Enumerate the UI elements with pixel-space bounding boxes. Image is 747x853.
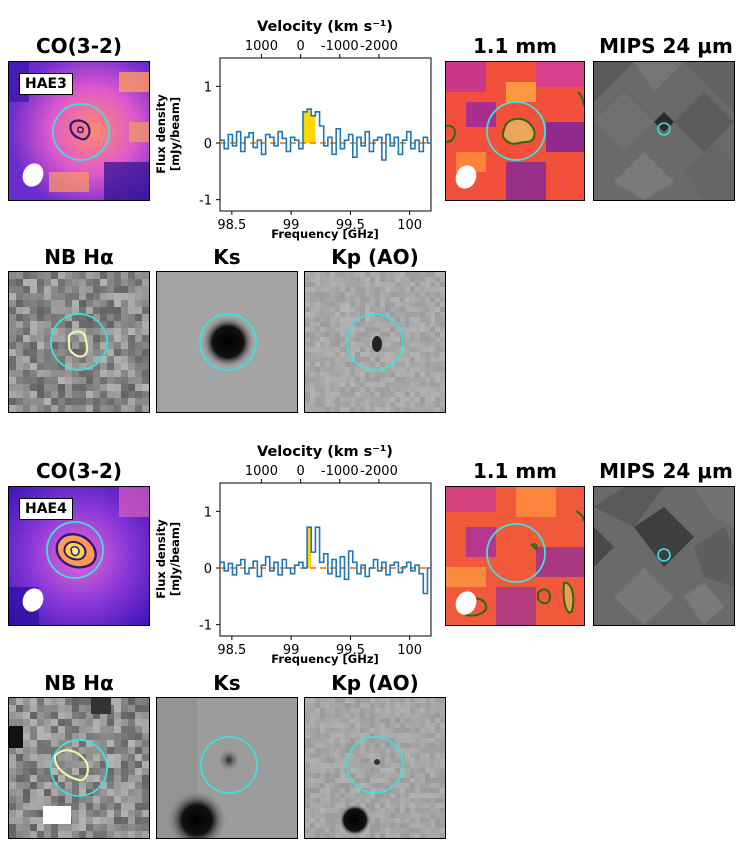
beam-ellipse <box>455 591 477 615</box>
ks-map-image <box>157 698 297 838</box>
mips-map-image <box>594 62 734 200</box>
co-map: HAE4 <box>8 486 150 626</box>
aperture-circle <box>346 313 404 371</box>
nb-contour <box>67 330 89 358</box>
nb-title: NB Hα <box>44 245 114 269</box>
top-tick-label: 1000 <box>245 39 278 54</box>
y-tick-label: 1 <box>204 80 212 95</box>
kp-map <box>304 697 446 839</box>
co-map: HAE3 <box>8 61 150 201</box>
ylabel-line1: Flux density <box>154 94 168 174</box>
nb-contour <box>53 749 89 782</box>
kp-title: Kp (AO) <box>331 245 419 269</box>
top-tick-label: -2000 <box>360 39 398 54</box>
spectrum-frame <box>219 482 432 637</box>
y-tick-label: 0 <box>204 562 212 577</box>
nb-map <box>8 271 150 413</box>
ks-title: Ks <box>213 671 241 695</box>
co-title: CO(3-2) <box>35 34 123 58</box>
aperture-circle <box>657 548 671 562</box>
aperture-circle <box>46 521 104 579</box>
aperture-circle <box>486 101 546 161</box>
highlight-bar <box>311 115 316 143</box>
xlabel: Frequency [GHz] <box>271 652 379 666</box>
x-tick-label: 99 <box>283 218 300 233</box>
aperture-circle <box>200 736 258 794</box>
x-tick-label: 98.5 <box>217 218 246 233</box>
beam-ellipse <box>455 165 477 189</box>
top-tick-label: -1000 <box>321 464 359 479</box>
nb-map-image <box>9 272 149 412</box>
aperture-circle <box>50 739 108 797</box>
co-title: CO(3-2) <box>35 459 123 483</box>
top-tick-label: -2000 <box>360 464 398 479</box>
mm-map-image <box>446 62 584 200</box>
x-tick-label: 99.5 <box>336 218 365 233</box>
mm-contour <box>501 117 536 145</box>
nb-map <box>8 697 150 839</box>
ylabel-line2: [mJy/beam] <box>168 522 182 596</box>
velocity-axis-title: Velocity (km s⁻¹) <box>257 444 393 460</box>
beam-ellipse <box>22 163 44 187</box>
y-tick-label: 1 <box>204 505 212 520</box>
mm-map <box>445 486 585 626</box>
highlight-bar <box>302 111 308 143</box>
mm-title: 1.1 mm <box>472 34 558 58</box>
spectrum-line <box>220 526 431 595</box>
mips-title: MIPS 24 μm <box>599 34 733 58</box>
top-tick-label: 1000 <box>245 464 278 479</box>
kp-title: Kp (AO) <box>331 671 419 695</box>
top-tick-label: 0 <box>296 39 304 54</box>
x-tick-label: 98.5 <box>217 643 246 658</box>
highlight-bar <box>307 527 312 568</box>
source-label: HAE4 <box>19 498 73 520</box>
x-tick-label: 100 <box>397 218 422 233</box>
kp-map <box>304 271 446 413</box>
spectrum-panel-hae3: Velocity (km s⁻¹) 1000 0 -1000 -2000 1 0 -1 9… <box>154 19 432 241</box>
y-tick-label: 0 <box>204 137 212 152</box>
kp-map-image <box>305 698 445 838</box>
spectrum-panel-hae4: Velocity (km s⁻¹) 1000 0 -1000 -2000 1 0 -1 9… <box>154 444 432 666</box>
y-tick-label: -1 <box>199 194 212 209</box>
nb-map-image <box>9 698 149 838</box>
aperture-circle <box>52 103 110 161</box>
y-tick-label: -1 <box>199 619 212 634</box>
ylabel-line2: [mJy/beam] <box>168 97 182 171</box>
ks-map <box>156 271 298 413</box>
ks-map <box>156 697 298 839</box>
ylabel-line1: Flux density <box>154 519 168 599</box>
source-label: HAE3 <box>19 73 73 95</box>
aperture-circle <box>50 313 108 371</box>
mm-map-image <box>446 487 584 625</box>
mips-map-image <box>594 487 734 625</box>
velocity-axis-title: Velocity (km s⁻¹) <box>257 19 393 35</box>
x-tick-label: 99 <box>283 643 300 658</box>
aperture-circle <box>346 736 404 794</box>
nb-title: NB Hα <box>44 671 114 695</box>
spectrum-line <box>220 108 431 161</box>
beam-ellipse <box>22 588 44 612</box>
ks-map-image <box>157 272 297 412</box>
mm-title: 1.1 mm <box>472 459 558 483</box>
top-tick-label: 0 <box>296 464 304 479</box>
aperture-circle <box>657 122 671 136</box>
top-tick-label: -1000 <box>321 39 359 54</box>
spectrum-frame <box>219 57 432 212</box>
x-tick-label: 100 <box>397 643 422 658</box>
mips-map <box>593 486 735 626</box>
kp-map-image <box>305 272 445 412</box>
highlight-bar <box>307 109 312 143</box>
xlabel: Frequency [GHz] <box>271 227 379 241</box>
mips-title: MIPS 24 μm <box>599 459 733 483</box>
mm-map <box>445 61 585 201</box>
co-contour <box>69 119 91 141</box>
aperture-circle <box>486 523 546 583</box>
x-tick-label: 99.5 <box>336 643 365 658</box>
co-contour <box>70 546 80 557</box>
ks-title: Ks <box>213 245 241 269</box>
aperture-circle <box>199 313 257 371</box>
mips-map <box>593 61 735 201</box>
